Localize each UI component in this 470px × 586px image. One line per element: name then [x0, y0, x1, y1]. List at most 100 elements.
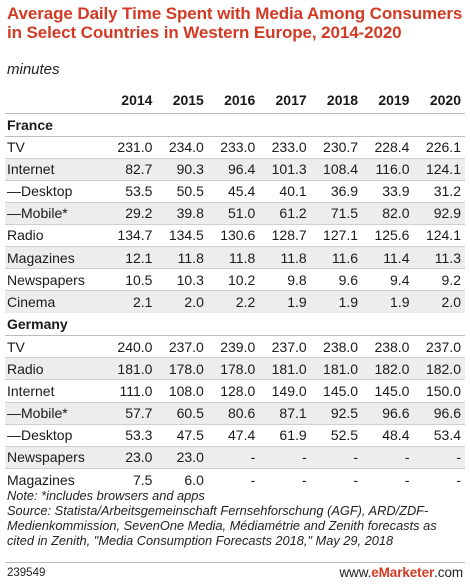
value-cell: 145.0: [362, 379, 414, 403]
value-cell: 11.8: [259, 246, 311, 270]
section-row: Germany: [5, 312, 465, 337]
value-cell: 96.6: [362, 402, 414, 425]
row-label: —Desktop: [5, 424, 106, 447]
table-row: Radio 134.7 134.5 130.6 128.7 127.1 125.6 124.1: [5, 224, 465, 247]
value-cell: -: [413, 446, 465, 469]
value-cell: 48.4: [362, 424, 414, 447]
value-cell: -: [207, 446, 260, 469]
row-label: Radio: [5, 224, 106, 247]
value-cell: 47.4: [207, 424, 260, 447]
section-heading: Germany: [5, 312, 465, 337]
value-cell: 7.5: [132, 471, 153, 488]
row-label: Magazines: [5, 246, 106, 270]
section-row: France: [5, 113, 465, 137]
year-header: 2019: [362, 87, 414, 114]
row-label: Internet: [5, 379, 106, 403]
value-cell: 182.0: [413, 357, 465, 381]
row-label: Internet: [5, 158, 106, 181]
value-cell: 226.1: [413, 136, 465, 159]
table-row: Internet 82.7 90.3 96.4 101.3 108.4 116.0 124.1: [5, 158, 465, 181]
year-header: 2018: [310, 87, 363, 114]
value-cell: -: [456, 471, 461, 488]
value-cell: 82.0: [362, 202, 414, 225]
value-cell: 237.0: [156, 335, 208, 359]
source-notes: Note: *includes browsers and apps Source:…: [7, 488, 463, 548]
value-cell: 23.0: [156, 446, 208, 469]
table-row: TV 240.0 237.0 239.0 237.0 238.0 238.0 237.0: [5, 335, 465, 359]
value-cell: 10.3: [156, 268, 208, 292]
value-cell: 178.0: [207, 357, 260, 381]
table-row: Cinema 2.1 2.0 2.2 1.9 1.9 1.9 2.0: [5, 290, 465, 313]
value-cell: 124.1: [413, 224, 465, 247]
logo-prefix: www.: [339, 565, 372, 580]
year-header: 2014: [105, 87, 157, 114]
value-cell: 9.6: [310, 268, 363, 292]
value-cell: 11.3: [413, 246, 465, 270]
table-row: Radio 181.0 178.0 178.0 181.0 181.0 182.0 182.0: [5, 357, 465, 381]
row-label: Radio: [5, 357, 106, 381]
value-cell: 101.3: [259, 158, 311, 181]
year-header: 2020: [413, 87, 465, 114]
value-cell: 12.1: [105, 246, 157, 270]
value-cell: 90.3: [156, 158, 208, 181]
value-cell: 9.2: [413, 268, 465, 292]
logo-suffix: .com: [434, 565, 463, 580]
value-cell: 230.7: [310, 136, 363, 159]
table-row: —Desktop 53.3 47.5 47.4 61.9 52.5 48.4 53.4: [5, 424, 465, 447]
value-cell: 231.0: [105, 136, 157, 159]
row-label: TV: [5, 335, 106, 359]
value-cell: 45.4: [207, 180, 260, 203]
value-cell: 29.2: [105, 202, 157, 225]
table-body: France TV 231.0 234.0 233.0 233.0 230.7 228.4 22…: [5, 113, 465, 490]
value-cell: -: [310, 446, 363, 469]
value-cell: 96.4: [207, 158, 260, 181]
value-cell: -: [404, 471, 410, 488]
value-cell: 178.0: [156, 357, 208, 381]
value-cell: 238.0: [362, 335, 414, 359]
note-line: Note: *includes browsers and apps: [7, 488, 205, 503]
value-cell: 116.0: [362, 158, 414, 181]
row-label: TV: [5, 136, 106, 159]
value-cell: 11.8: [207, 246, 260, 270]
value-cell: 31.2: [413, 180, 465, 203]
table-row: TV 231.0 234.0 233.0 233.0 230.7 228.4 226.1: [5, 136, 465, 159]
value-cell: 50.5: [156, 180, 208, 203]
value-cell: 234.0: [156, 136, 208, 159]
table-row: Magazines 12.1 11.8 11.8 11.8 11.6 11.4 11.3: [5, 246, 465, 270]
data-table: 2014 2015 2016 2017 2018 2019 2020 Franc…: [5, 87, 465, 490]
value-cell: 36.9: [310, 180, 363, 203]
value-cell: 2.0: [156, 290, 208, 313]
emarketer-logo[interactable]: www.eMarketer.com: [339, 565, 463, 580]
table-row: —Desktop 53.5 50.5 45.4 40.1 36.9 33.9 31.2: [5, 180, 465, 203]
value-cell: 53.4: [413, 424, 465, 447]
value-cell: 239.0: [207, 335, 260, 359]
value-cell: 240.0: [105, 335, 157, 359]
value-cell: 92.9: [413, 202, 465, 225]
value-cell: 1.9: [310, 290, 363, 313]
value-cell: 134.7: [105, 224, 157, 247]
value-cell: 111.0: [105, 379, 157, 403]
value-cell: -: [362, 446, 414, 469]
chart-subtitle: minutes: [7, 61, 60, 78]
row-label: —Mobile*: [5, 402, 106, 425]
value-cell: 125.6: [362, 224, 414, 247]
row-label: Magazines: [7, 471, 75, 488]
value-cell: 130.6: [207, 224, 260, 247]
value-cell: 82.7: [105, 158, 157, 181]
value-cell: 181.0: [105, 357, 157, 381]
value-cell: 124.1: [413, 158, 465, 181]
section-heading: France: [5, 113, 465, 137]
value-cell: 10.2: [207, 268, 260, 292]
value-cell: 128.0: [207, 379, 260, 403]
value-cell: 6.0: [184, 471, 204, 488]
value-cell: 1.9: [362, 290, 414, 313]
value-cell: 10.5: [105, 268, 157, 292]
row-label: —Desktop: [5, 180, 106, 203]
value-cell: 53.3: [105, 424, 157, 447]
value-cell: 134.5: [156, 224, 208, 247]
value-cell: 52.5: [310, 424, 363, 447]
header-row: 2014 2015 2016 2017 2018 2019 2020: [5, 87, 465, 114]
value-cell: 33.9: [362, 180, 414, 203]
value-cell: 2.1: [105, 290, 157, 313]
value-cell: 47.5: [156, 424, 208, 447]
